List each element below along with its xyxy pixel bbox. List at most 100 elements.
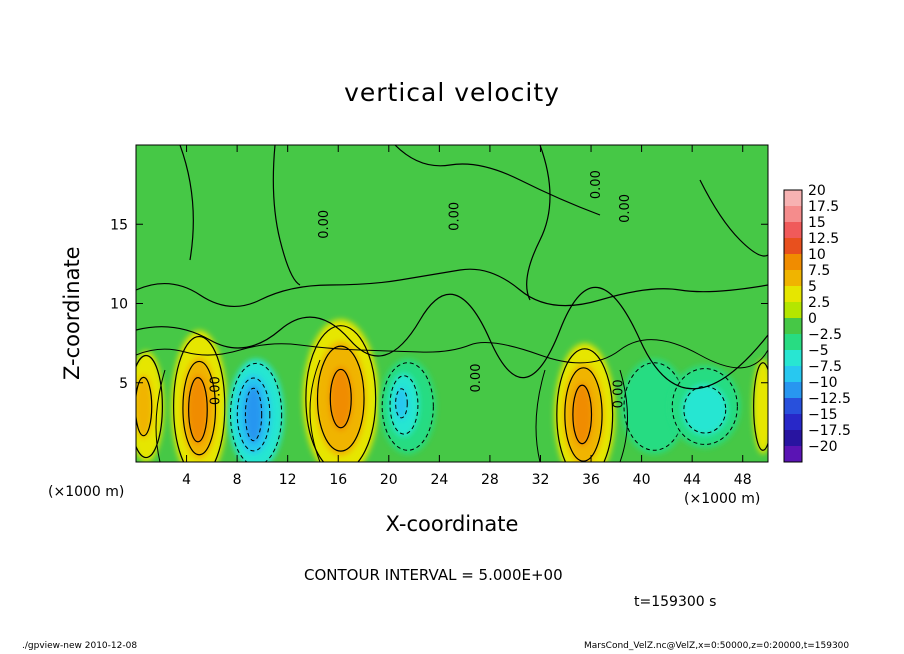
colorbar-label: −2.5 — [808, 327, 842, 343]
contour-line — [188, 377, 208, 443]
contour-line — [182, 360, 217, 456]
contour-label: 0.00 — [208, 376, 223, 405]
contour-line — [381, 362, 434, 451]
contour-label: 0.00 — [612, 379, 627, 408]
field-cells — [136, 319, 768, 462]
contour-line — [305, 325, 377, 462]
colorbar-label: −12.5 — [808, 391, 851, 407]
colorbar-swatch — [784, 398, 802, 414]
colorbar-label: 5 — [808, 279, 817, 295]
colorbar-label: 15 — [808, 215, 826, 231]
colorbar-swatch — [784, 302, 802, 318]
contour-line — [316, 345, 365, 452]
colorbar-swatch — [784, 446, 802, 462]
x-tick-label: 40 — [633, 472, 651, 488]
x-tick-label: 20 — [380, 472, 398, 488]
x-tick-label: 28 — [481, 472, 499, 488]
x-tick-label: 24 — [430, 472, 448, 488]
colorbar-swatch — [784, 286, 802, 302]
contour-labels: 0.00 0.00 0.00 0.00 0.00 0.00 0.00 — [208, 170, 633, 408]
footer-program-info: ./gpview-new 2010-12-08 — [22, 641, 138, 651]
time-note: t=159300 s — [634, 594, 717, 610]
colorbar-label: −20 — [808, 439, 838, 455]
field-cell — [752, 358, 768, 455]
colorbar-label: 10 — [808, 247, 826, 263]
contour-label: 0.00 — [447, 202, 462, 231]
colorbar-swatch — [784, 254, 802, 270]
contour-line — [683, 385, 727, 434]
chart-title: vertical velocity — [344, 78, 560, 107]
contour-label: 0.00 — [317, 210, 332, 239]
contour-line — [564, 367, 603, 462]
colorbar-swatch — [784, 238, 802, 254]
colorbar-swatch — [784, 430, 802, 446]
colorbar-swatch — [784, 206, 802, 222]
colorbar-swatch — [784, 350, 802, 366]
colorbar-label: 0 — [808, 311, 817, 327]
x-unit-label-right: (×1000 m) — [684, 491, 761, 507]
contour-line — [173, 335, 226, 462]
contour-interval-note: CONTOUR INTERVAL = 5.000E+00 — [304, 566, 563, 584]
colorbar-swatch — [784, 366, 802, 382]
field-cell — [395, 387, 408, 420]
footer-data-source: MarsCond_VelZ.nc@VelZ,x=0:50000,z=0:2000… — [584, 641, 850, 651]
y-axis-label: Z-coordinate — [60, 246, 84, 380]
y-tick-label: 15 — [110, 217, 128, 233]
colorbar: 2017.51512.5107.552.50−2.5−5−7.5−10−12.5… — [783, 183, 851, 463]
x-tick-label: 32 — [532, 472, 550, 488]
contour-line — [244, 387, 263, 442]
field-cell — [244, 385, 263, 443]
x-tick-label: 16 — [329, 472, 347, 488]
contour-lines — [136, 145, 768, 462]
x-tick-label: 4 — [182, 472, 191, 488]
colorbar-label: 7.5 — [808, 263, 830, 279]
field-cell — [572, 382, 593, 447]
colorbar-swatch — [784, 382, 802, 398]
contour-line — [556, 348, 614, 462]
field-cell — [621, 358, 688, 455]
field-cell — [136, 374, 153, 439]
y-axis: 5 10 15 — [110, 217, 768, 392]
colorbar-swatch — [784, 222, 802, 238]
x-axis: 4 8 12 16 20 24 28 32 36 40 44 48 — [182, 145, 752, 488]
contour-line — [236, 377, 271, 452]
x-axis-label: X-coordinate — [385, 512, 519, 536]
colorbar-label: 20 — [808, 183, 826, 199]
contour-label: 0.00 — [589, 170, 604, 199]
contour-line — [572, 384, 593, 445]
x-tick-label: 8 — [233, 472, 242, 488]
contour-line — [389, 375, 419, 435]
colorbar-swatch — [784, 318, 802, 334]
x-tick-label: 36 — [582, 472, 600, 488]
contour-line — [395, 388, 408, 419]
colorbar-swatch — [784, 190, 802, 206]
contour-label: 0.00 — [618, 194, 633, 223]
colorbar-frame — [783, 189, 803, 463]
colorbar-label: 2.5 — [808, 295, 830, 311]
colorbar-label: −15 — [808, 407, 838, 423]
colorbar-label: −7.5 — [808, 359, 842, 375]
contour-line — [136, 354, 163, 459]
y-tick-label: 10 — [110, 297, 128, 313]
colorbar-label: −10 — [808, 375, 838, 391]
contour-line — [671, 368, 738, 445]
contour-line — [329, 368, 352, 429]
x-tick-label: 44 — [683, 472, 701, 488]
y-tick-label: 5 — [119, 376, 128, 392]
colorbar-label: 12.5 — [808, 231, 839, 247]
colorbar-label: −17.5 — [808, 423, 851, 439]
colorbar-swatch — [784, 334, 802, 350]
field-cell — [329, 366, 353, 431]
colorbar-swatch — [784, 414, 802, 430]
contour-line — [753, 362, 768, 451]
colorbar-label: 17.5 — [808, 199, 839, 215]
field-cell — [682, 384, 728, 436]
contour-label: 0.00 — [469, 364, 484, 393]
colorbar-label: −5 — [808, 343, 829, 359]
x-tick-label: 12 — [279, 472, 297, 488]
field-cell — [187, 374, 209, 445]
x-unit-label: (×1000 m) — [48, 484, 125, 500]
colorbar-swatch — [784, 270, 802, 286]
contour-line — [230, 362, 283, 462]
